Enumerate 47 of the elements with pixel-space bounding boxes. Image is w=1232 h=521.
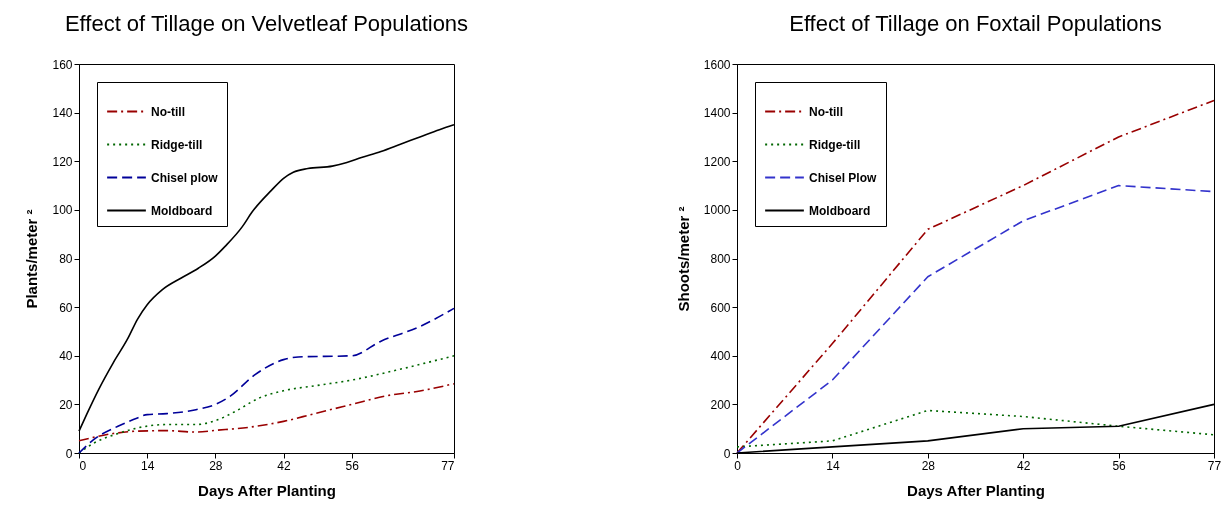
y-tick-label: 140 [52,106,73,121]
y-tick-label: 60 [59,300,73,315]
chart-title: Effect of Tillage on Foxtail Populations [789,11,1162,36]
legend-label: Ridge-till [151,137,203,152]
x-tick-label: 42 [277,458,292,473]
y-tick-label: 40 [59,349,73,364]
line-series [78,382,455,442]
line-series [78,307,455,454]
y-tick-label: 200 [710,397,731,412]
y-tick-label: 20 [59,397,73,412]
x-axis-title: Days After Planting [907,481,1045,499]
x-tick-label: 28 [921,458,936,473]
legend-label: Chisel plow [151,170,219,185]
y-axis-title: Plants/meter ² [23,209,41,309]
chart-title: Effect of Tillage on Velvetleaf Populations [64,11,469,36]
legend-label: No-till [809,104,843,119]
line-series [736,409,1215,448]
x-tick-label: 77 [1207,458,1222,473]
y-tick-label: 160 [52,57,73,72]
x-tick-label: 42 [1017,458,1031,473]
y-tick-label: 600 [710,300,731,315]
y-axis-title: Shoots/meter ² [674,206,692,312]
legend-label: Chisel Plow [809,170,878,185]
y-tick-label: 1600 [703,57,731,72]
y-tick-label: 120 [52,154,73,169]
x-tick-label: 0 [734,458,742,473]
y-tick-label: 1200 [703,154,731,169]
y-tick-label: 0 [65,446,73,461]
x-tick-label: 14 [141,458,155,473]
legend-label: Moldboard [151,203,213,218]
y-tick-label: 1000 [703,203,731,218]
x-tick-label: 0 [79,458,87,473]
legend-label: Ridge-till [809,137,861,152]
y-tick-label: 100 [52,203,73,218]
y-tick-label: 0 [723,446,731,461]
y-tick-label: 80 [59,252,73,266]
y-tick-label: 1400 [703,106,731,121]
y-tick-label: 400 [710,349,731,364]
x-axis-title: Days After Planting [198,481,336,499]
y-tick-label: 800 [710,252,731,266]
x-tick-label: 28 [209,458,223,473]
legend-label: Moldboard [809,203,871,218]
x-tick-label: 56 [345,458,360,473]
x-tick-label: 77 [441,458,455,473]
x-tick-label: 56 [1112,458,1127,473]
x-tick-label: 14 [826,458,840,473]
legend-label: No-till [151,104,185,119]
